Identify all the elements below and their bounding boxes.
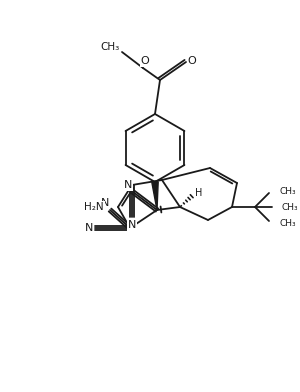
Text: CH₃: CH₃	[282, 203, 298, 212]
Text: N: N	[101, 198, 109, 208]
Text: O: O	[141, 56, 149, 66]
Text: CH₃: CH₃	[101, 42, 120, 52]
Text: H: H	[195, 188, 203, 198]
Text: H₂N: H₂N	[84, 202, 104, 212]
Polygon shape	[152, 182, 158, 210]
Text: N: N	[85, 223, 93, 233]
Text: CH₃: CH₃	[279, 187, 296, 196]
Text: N: N	[128, 220, 136, 230]
Text: N: N	[124, 180, 132, 190]
Text: CH₃: CH₃	[279, 218, 296, 227]
Text: O: O	[188, 56, 196, 66]
